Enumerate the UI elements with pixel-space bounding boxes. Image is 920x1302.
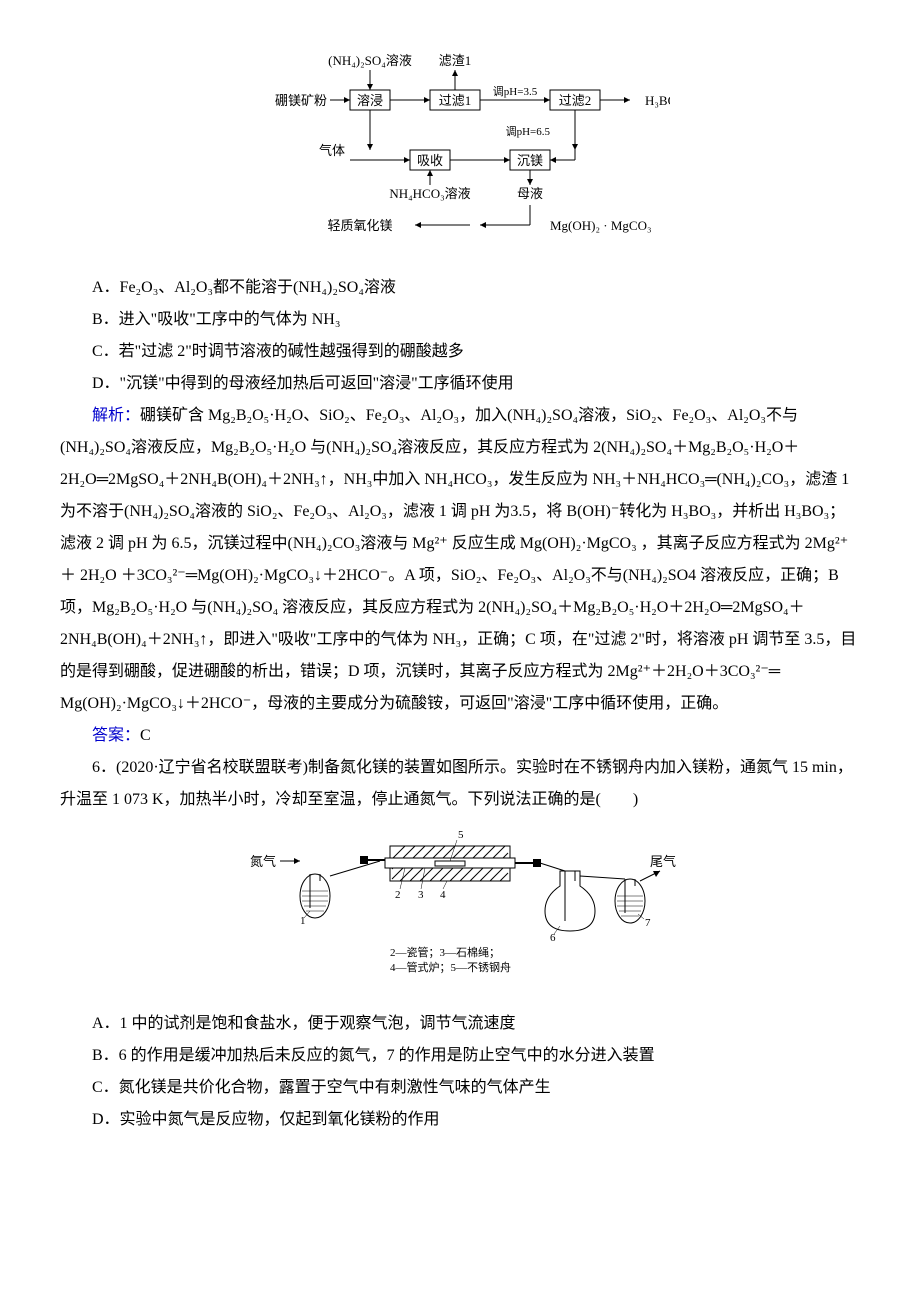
d2-n7: 7 — [645, 917, 651, 929]
d1-top-right: 滤渣1 — [439, 53, 472, 68]
q6-option-a: A．1 中的试剂是饱和食盐水，便于观察气泡，调节气流速度 — [60, 1008, 860, 1040]
d1-absorb-sol: NH₄HCO₃溶液 — [389, 186, 470, 201]
d2-legend-1: 2—瓷管；3—石棉绳； — [390, 945, 500, 959]
d2-n1: 1 — [300, 915, 306, 927]
d1-out: H₃BO₃ — [645, 93, 670, 108]
d2-legend-2: 4—管式炉；5—不锈钢舟 — [390, 960, 511, 974]
d1-adj1: 调pH=3.5 — [493, 85, 538, 98]
answer-paragraph: 答案：C — [60, 720, 860, 752]
analysis-body: 硼镁矿含 Mg₂B₂O₅·H₂O、SiO₂、Fe₂O₃、Al₂O₃，加入(NH₄… — [60, 407, 856, 712]
q6-option-c: C．氮化镁是共价化合物，露置于空气中有刺激性气味的气体产生 — [60, 1072, 860, 1104]
answer-value: C — [140, 727, 151, 744]
d1-box2: 过滤1 — [439, 93, 472, 108]
d1-box5: 沉镁 — [517, 153, 543, 168]
option-c: C．若"过滤 2"时调节溶液的碱性越强得到的硼酸越多 — [60, 336, 860, 368]
d1-adj2: 调pH=6.5 — [506, 125, 551, 138]
d2-n4: 4 — [440, 889, 446, 901]
option-d: D．"沉镁"中得到的母液经加热后可返回"溶浸"工序循环使用 — [60, 368, 860, 400]
option-b: B．进入"吸收"工序中的气体为 NH₃ — [60, 304, 860, 336]
d1-top-left: (NH₄)₂SO₄溶液 — [328, 53, 412, 68]
q6-option-d: D．实验中氮气是反应物，仅起到氧化镁粉的作用 — [60, 1104, 860, 1136]
analysis-paragraph: 解析：硼镁矿含 Mg₂B₂O₅·H₂O、SiO₂、Fe₂O₃、Al₂O₃，加入(… — [60, 400, 860, 720]
d1-bottom-out: 轻质氧化镁 — [327, 218, 392, 233]
apparatus-diagram-2: 氮气 1 5 2 3 4 6 — [60, 826, 860, 998]
d1-box1: 溶浸 — [357, 93, 383, 108]
d1-box4: 吸收 — [417, 153, 443, 168]
answer-label: 答案： — [92, 727, 140, 744]
flowchart-diagram-1: (NH₄)₂SO₄溶液 滤渣1 硼镁矿粉 溶浸 过滤1 调pH=3.5 过滤2 … — [60, 50, 860, 262]
d1-mother: 母液 — [517, 186, 543, 201]
d2-tail: 尾气 — [650, 854, 676, 869]
option-a: A．Fe₂O₃、Al₂O₃都不能溶于(NH₄)₂SO₄溶液 — [60, 272, 860, 304]
d1-input: 硼镁矿粉 — [275, 93, 327, 108]
d2-n3: 3 — [418, 889, 424, 901]
d2-n2l: 2 — [395, 889, 401, 901]
analysis-label: 解析： — [92, 407, 140, 424]
q6-option-b: B．6 的作用是缓冲加热后未反应的氮气，7 的作用是防止空气中的水分进入装置 — [60, 1040, 860, 1072]
q6-stem: 6．(2020·辽宁省名校联盟联考)制备氮化镁的装置如图所示。实验时在不锈钢舟内… — [60, 752, 860, 816]
d2-n5: 5 — [458, 829, 464, 841]
d2-n2: 氮气 — [250, 854, 276, 869]
d1-box3: 过滤2 — [559, 93, 592, 108]
d2-n6: 6 — [550, 932, 556, 944]
d1-bottom-mid: Mg(OH)₂ · MgCO₃ — [550, 218, 652, 233]
d1-gas: 气体 — [319, 143, 345, 158]
